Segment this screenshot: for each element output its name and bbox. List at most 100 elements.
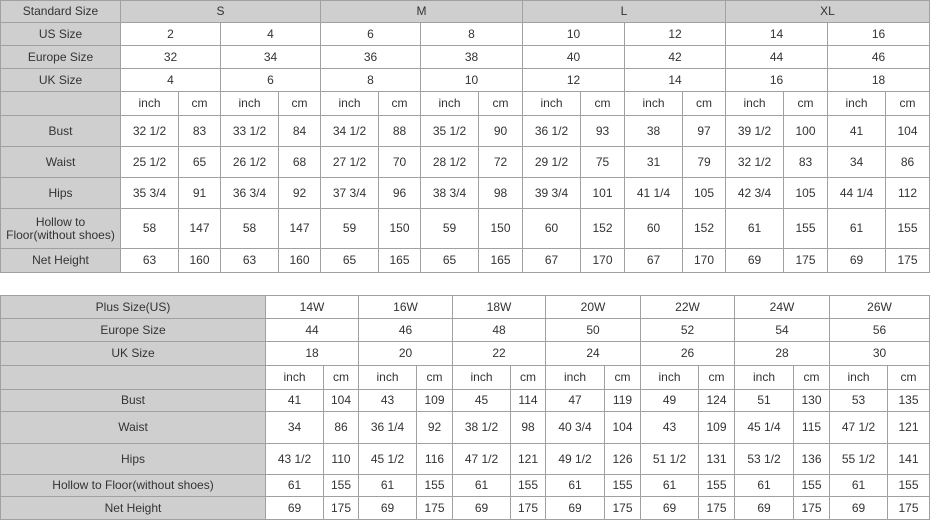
table-cell: 69 [265,496,324,520]
table-cell: 155 [793,474,830,497]
table-row: Bust 41 104 43 109 45 114 47 119 49 124 51 130 53 135 [0,389,930,412]
table-cell: 100 [783,115,829,147]
table-cell: 40 3/4 [545,411,605,444]
table-cell: 37 3/4 [320,177,380,209]
table-cell: 155 [885,208,931,249]
table-cell: cm [178,91,221,116]
table-cell: 98 [478,177,524,209]
table-cell: 105 [682,177,727,209]
table-cell: 29 1/2 [522,146,582,178]
table-cell: 14W [265,295,359,319]
table-cell: 61 [829,474,888,497]
table-cell: inch [624,91,684,116]
table-row: UK Size 4 6 8 10 12 14 16 18 [0,68,931,92]
table-cell: 86 [885,146,931,178]
table-cell: 43 [358,389,417,412]
table-cell: 36 1/2 [522,115,582,147]
table-cell: inch [220,91,279,116]
table-cell: 69 [358,496,417,520]
table-cell: 155 [783,208,829,249]
table-cell: 150 [478,208,524,249]
table-cell: 39 1/2 [725,115,785,147]
table-cell: 165 [478,248,524,273]
table-cell: 69 [640,496,699,520]
table-cell: 69 [545,496,605,520]
table-cell: 104 [604,411,641,444]
table-cell: 155 [887,474,930,497]
table-cell: 69 [829,496,888,520]
table-cell: 20W [545,295,641,319]
table-cell: 105 [783,177,829,209]
table-cell: 175 [887,496,930,520]
table-cell: 36 1/4 [358,411,417,444]
row-label: Europe Size [0,45,121,69]
table-cell: 56 [829,318,930,342]
table-cell: 41 1/4 [624,177,684,209]
table-cell: 36 3/4 [220,177,279,209]
table-cell: 150 [378,208,422,249]
table-cell: 61 [827,208,887,249]
table-row: Bust 32 1/2 83 33 1/2 84 34 1/2 88 35 1/2 90 36 1… [0,115,931,147]
table-cell: 6 [320,22,422,46]
table-cell: 52 [640,318,735,342]
table-cell: 40 [522,45,626,69]
table-cell: 44 [265,318,359,342]
table-cell: 58 [220,208,279,249]
table-cell: 175 [698,496,735,520]
size-group-s: S [119,0,322,23]
row-label: US Size [0,22,121,46]
table-header-row: Standard Size S M L XL [0,0,931,23]
table-cell: 20 [358,341,453,366]
table-cell: 12 [522,68,626,92]
table-cell: 22W [640,295,735,319]
table-cell: 61 [640,474,699,497]
table-cell: 135 [887,389,930,412]
table-cell: 147 [277,208,322,249]
table-cell: 61 [265,474,324,497]
table-cell: 152 [580,208,626,249]
table-cell: 43 1/2 [265,443,324,475]
row-label: Europe Size [0,318,266,342]
table-cell: inch [265,365,324,390]
table-row: inch cm inch cm inch cm inch cm inch cm inch cm inch… [0,91,931,116]
table-cell: 68 [277,146,322,178]
table-cell: 30 [829,341,930,366]
table-cell: 61 [545,474,605,497]
size-group-m: M [320,0,524,23]
table-cell: 147 [178,208,221,249]
row-label: Hips [0,177,121,209]
table-cell: 16 [827,22,931,46]
table-cell: 130 [793,389,830,412]
table-cell: inch [545,365,605,390]
table-cell: 54 [734,318,830,342]
table-cell: 36 [320,45,422,69]
table-cell: 160 [178,248,221,273]
table-cell: 65 [320,248,380,273]
row-label: Bust [0,389,266,412]
table-cell: 175 [604,496,641,520]
table-cell: 60 [522,208,582,249]
table-cell: 47 [545,389,605,412]
row-label: Standard Size [0,0,121,23]
size-group-l: L [522,0,727,23]
table-cell: 175 [793,496,830,520]
table-row: Hips 43 1/2 110 45 1/2 116 47 1/2 121 49 1/2 126… [0,443,930,475]
table-cell: 24W [734,295,830,319]
standard-size-table: Standard Size S M L XL US Size 2 4 6 8 10 12 14 16 Eur… [0,0,931,273]
table-cell: 33 1/2 [220,115,279,147]
table-cell: inch [734,365,794,390]
table-cell: inch [827,91,887,116]
table-cell: 175 [510,496,546,520]
row-label: UK Size [0,68,121,92]
table-cell: inch [725,91,785,116]
table-cell: 67 [522,248,582,273]
table-cell: 63 [220,248,279,273]
table-cell: 44 1/4 [827,177,887,209]
table-cell: 175 [323,496,359,520]
table-cell: 38 [624,115,684,147]
table-cell: 65 [420,248,480,273]
table-cell: 126 [604,443,641,475]
table-row: US Size 2 4 6 8 10 12 14 16 [0,22,931,46]
table-cell: 49 [640,389,699,412]
table-cell: 26 [640,341,735,366]
